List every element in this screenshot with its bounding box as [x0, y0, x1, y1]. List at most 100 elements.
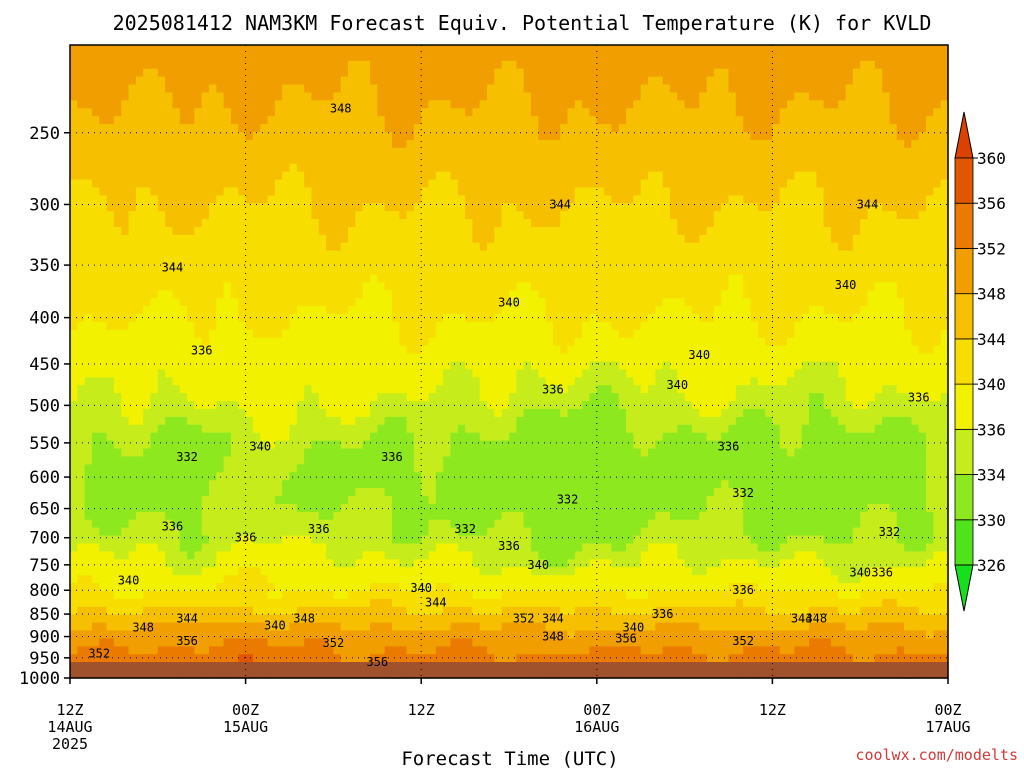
field-cell	[165, 68, 174, 78]
field-cell	[860, 116, 869, 125]
field-cell	[589, 353, 598, 363]
field-cell	[165, 108, 174, 117]
field-cell	[808, 187, 817, 196]
field-cell	[889, 163, 898, 173]
field-cell	[318, 250, 327, 260]
field-cell	[91, 203, 100, 212]
field-cell	[604, 369, 613, 378]
field-cell	[296, 298, 305, 307]
field-cell	[150, 116, 159, 125]
field-cell	[348, 147, 356, 157]
field-cell	[384, 171, 393, 181]
field-cell	[604, 274, 613, 283]
field-cell	[465, 274, 474, 283]
field-cell	[421, 147, 430, 157]
field-cell	[282, 306, 291, 315]
field-cell	[896, 219, 905, 228]
field-cell	[267, 147, 276, 157]
field-cell	[121, 163, 130, 173]
field-cell	[677, 195, 686, 204]
field-cell	[413, 345, 422, 355]
field-cell	[662, 321, 671, 331]
field-cell	[172, 321, 181, 331]
field-cell	[377, 45, 386, 54]
field-cell	[252, 314, 261, 323]
field-cell	[113, 60, 122, 70]
field-cell	[457, 219, 466, 228]
field-cell	[172, 353, 181, 363]
field-cell	[889, 171, 898, 181]
field-cell	[333, 337, 342, 347]
field-cell	[340, 203, 349, 212]
field-cell	[179, 108, 188, 117]
field-cell	[545, 68, 554, 78]
field-cell	[399, 45, 408, 54]
field-cell	[823, 219, 832, 228]
field-cell	[201, 274, 210, 283]
field-cell	[830, 211, 839, 220]
field-cell	[443, 60, 452, 70]
field-cell	[150, 226, 159, 236]
field-cell	[318, 329, 327, 339]
field-cell	[845, 147, 854, 157]
field-cell	[99, 242, 108, 252]
field-cell	[867, 345, 876, 355]
field-cell	[399, 361, 408, 371]
field-cell	[757, 314, 766, 323]
field-cell	[677, 92, 686, 101]
field-cell	[113, 226, 122, 236]
field-cell	[157, 242, 166, 252]
field-cell	[560, 92, 569, 101]
field-cell	[421, 92, 430, 101]
field-cell	[838, 76, 847, 86]
field-cell	[348, 60, 356, 70]
field-cell	[648, 108, 656, 117]
field-cell	[311, 226, 320, 236]
field-cell	[479, 84, 488, 94]
field-cell	[494, 298, 503, 307]
field-cell	[706, 226, 715, 236]
field-cell	[406, 298, 415, 307]
field-cell	[106, 250, 115, 260]
field-cell	[794, 314, 803, 323]
field-cell	[311, 314, 320, 323]
field-cell	[933, 329, 942, 339]
field-cell	[545, 116, 554, 125]
field-cell	[128, 147, 137, 157]
field-cell	[121, 353, 130, 363]
field-cell	[223, 226, 232, 236]
field-cell	[538, 179, 547, 189]
field-cell	[230, 345, 239, 355]
field-cell	[816, 76, 825, 86]
field-cell	[911, 84, 920, 94]
field-cell	[750, 116, 759, 125]
field-cell	[216, 321, 225, 331]
field-cell	[582, 345, 591, 355]
field-cell	[501, 171, 510, 181]
field-cell	[838, 147, 847, 157]
field-cell	[362, 132, 371, 141]
field-cell	[106, 353, 115, 363]
field-cell	[260, 266, 269, 276]
field-cell	[479, 195, 488, 204]
field-cell	[706, 282, 715, 291]
field-cell	[684, 163, 693, 173]
field-cell	[413, 139, 422, 149]
field-cell	[618, 219, 627, 228]
field-cell	[479, 345, 488, 355]
field-cell	[772, 234, 781, 244]
field-cell	[545, 266, 554, 276]
field-cell	[318, 321, 327, 331]
field-cell	[830, 139, 839, 149]
field-cell	[677, 321, 686, 331]
field-cell	[340, 250, 349, 260]
field-cell	[838, 345, 847, 355]
field-cell	[845, 124, 854, 133]
field-cell	[377, 282, 386, 291]
field-cell	[326, 45, 334, 54]
field-cell	[333, 369, 342, 378]
field-cell	[267, 163, 276, 173]
field-cell	[589, 92, 598, 101]
field-cell	[933, 116, 942, 125]
field-cell	[472, 179, 481, 189]
